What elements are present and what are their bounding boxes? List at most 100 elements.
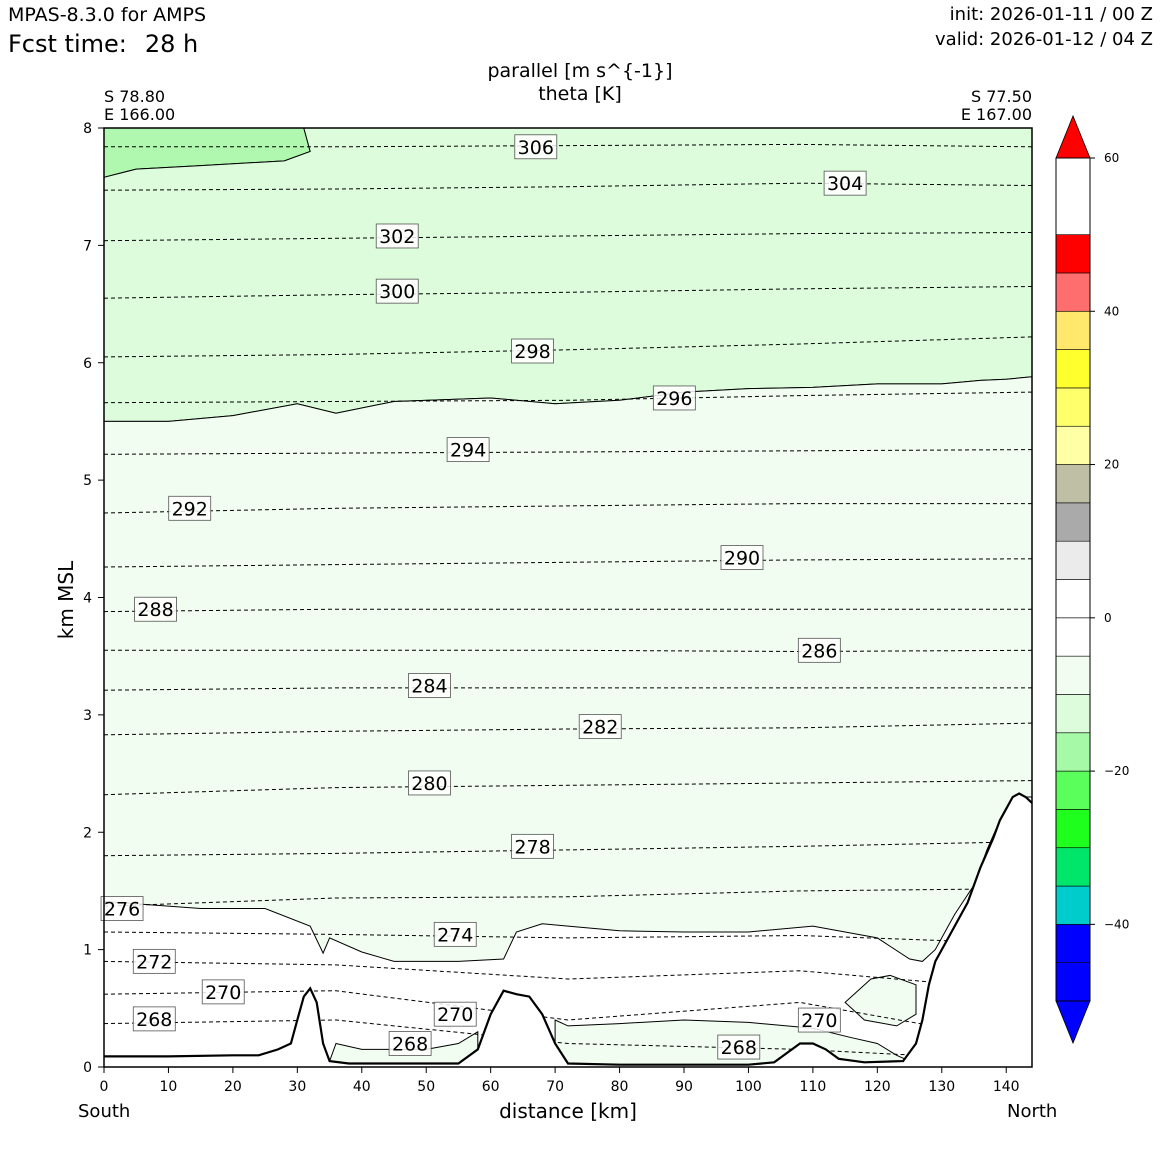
contour-label-text: 284 — [411, 676, 447, 698]
y-tick-label: 7 — [83, 238, 92, 254]
colorbar-tick-label: −40 — [1104, 917, 1129, 931]
theta-contour-290 — [103, 558, 1033, 568]
x-tick-label: 100 — [735, 1079, 762, 1095]
contour-label-280: 280 — [408, 770, 451, 796]
forecast-time: Fcst time: 28 h — [8, 30, 198, 58]
y-tick-label: 5 — [83, 473, 92, 489]
contour-label-302: 302 — [375, 223, 419, 249]
theta-contour-306 — [104, 143, 1033, 148]
colorbar-segment — [1055, 962, 1091, 1002]
x-tick-label: 20 — [224, 1079, 242, 1095]
contour-label-box — [823, 170, 867, 196]
terrain-profile — [104, 792, 1033, 1066]
contour-label-box — [375, 278, 419, 304]
y-tick-label: 0 — [83, 1060, 92, 1076]
right-lat: S 77.50 — [970, 87, 1032, 106]
contour-label-box — [388, 1031, 432, 1056]
contour-label-box — [132, 948, 176, 974]
colorbar-over-arrow — [1055, 114, 1091, 159]
theta-contour-282 — [103, 722, 1033, 736]
contour-label-278: 278 — [511, 833, 554, 859]
left-lon: E 166.00 — [104, 105, 176, 124]
contour-label-text: 296 — [656, 388, 692, 410]
colorbar-segment — [1055, 272, 1091, 312]
theta-contour-286 — [104, 649, 1033, 653]
contour-label-276: 276 — [100, 896, 144, 921]
theta-contour-288 — [103, 608, 1032, 613]
contour-label-text: 294 — [450, 440, 486, 462]
colorbar-segment — [1055, 809, 1091, 849]
colorbar-segment — [1055, 655, 1091, 695]
contour-label-box — [511, 338, 554, 364]
contour-label-text: 298 — [514, 341, 550, 363]
contour-label-text: 282 — [582, 717, 618, 739]
init-time: init: 2026-01-11 / 00 Z — [949, 4, 1153, 25]
contour-label-text: 272 — [136, 951, 172, 973]
x-tick-label: 110 — [800, 1079, 827, 1095]
theta-contour-274 — [103, 931, 1033, 945]
contour-label-box — [446, 437, 490, 463]
colorbar-segment — [1055, 847, 1091, 887]
terrain-fill — [104, 793, 1032, 1067]
theta-contour-292 — [103, 503, 1032, 514]
colorbar-segment — [1055, 464, 1091, 504]
x-tick-label: 60 — [482, 1079, 500, 1095]
contour-label-box — [797, 1007, 841, 1033]
contour-label-text: 302 — [379, 226, 415, 248]
forecast-time-label: Fcst time: — [8, 30, 127, 58]
theta-contour-294 — [103, 449, 1033, 455]
contour-label-box — [201, 979, 245, 1005]
contour-label-box — [433, 1001, 477, 1027]
theta-contour-302 — [103, 232, 1033, 242]
contour-label-272: 272 — [132, 948, 176, 974]
colorbar-segment — [1055, 387, 1091, 427]
colorbar-tick-label: −20 — [1104, 764, 1129, 778]
wind-fill-region-1 — [103, 127, 1033, 422]
contour-label-270: 270 — [201, 979, 245, 1005]
contour-label-298: 298 — [511, 338, 554, 364]
plot-title-line2: theta [K] — [538, 83, 622, 105]
contour-label-300: 300 — [375, 278, 419, 304]
forecast-time-value: 28 h — [144, 30, 199, 58]
colorbar-segment — [1055, 349, 1091, 389]
colorbar-segment — [1055, 694, 1091, 734]
colorbar-under-arrow — [1055, 1000, 1091, 1045]
y-axis-label: km MSL — [54, 560, 78, 640]
contour-label-text: 278 — [514, 836, 550, 858]
direction-north: North — [1007, 1101, 1058, 1122]
colorbar-segment — [1055, 502, 1091, 542]
contour-label-box — [433, 921, 477, 947]
contour-label-268: 268 — [132, 1006, 176, 1032]
contour-label-268: 268 — [717, 1034, 761, 1060]
contour-label-text: 286 — [801, 640, 837, 662]
contour-label-304: 304 — [823, 170, 867, 196]
contour-label-292: 292 — [168, 495, 212, 521]
colorbar-segment — [1055, 234, 1091, 274]
contour-label-box — [514, 134, 558, 160]
x-tick-label: 120 — [864, 1079, 891, 1095]
contour-label-text: 292 — [172, 498, 208, 520]
contour-label-text: 276 — [104, 899, 140, 921]
x-tick-label: 70 — [546, 1079, 564, 1095]
terrain-layer — [104, 792, 1033, 1067]
contour-label-box — [100, 896, 144, 921]
direction-south: South — [78, 1101, 131, 1122]
contour-label-268: 268 — [388, 1031, 432, 1056]
theta-contour-298 — [103, 336, 1033, 358]
contour-label-text: 268 — [392, 1034, 428, 1056]
contour-label-box — [408, 770, 451, 796]
contour-label-306: 306 — [514, 134, 558, 160]
colorbar-segment — [1055, 579, 1091, 619]
contour-label-290: 290 — [720, 545, 764, 570]
x-tick-label: 40 — [353, 1079, 371, 1095]
colorbar-segment — [1055, 770, 1091, 810]
colorbar-segment — [1055, 924, 1091, 963]
x-tick-label: 90 — [675, 1079, 693, 1095]
contour-label-text: 274 — [437, 924, 473, 946]
contour-label-text: 304 — [827, 173, 863, 195]
colorbar-tick-label: 0 — [1104, 611, 1112, 625]
colorbar-frame — [1055, 157, 1091, 1002]
model-title: MPAS-8.3.0 for AMPS — [8, 4, 207, 26]
contour-label-270: 270 — [433, 1001, 477, 1027]
